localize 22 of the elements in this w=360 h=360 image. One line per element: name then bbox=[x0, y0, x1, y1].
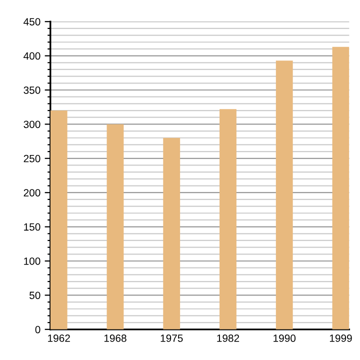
x-tick-label: 1975 bbox=[160, 334, 183, 342]
bar bbox=[106, 124, 124, 330]
bar bbox=[220, 109, 236, 330]
y-tick-label: 200 bbox=[24, 189, 40, 196]
bar bbox=[276, 60, 293, 330]
x-tick-label: 1999 bbox=[330, 334, 352, 342]
y-tick-label: 400 bbox=[24, 52, 40, 60]
x-tick-label: 1990 bbox=[274, 334, 296, 342]
y-tick-label: 300 bbox=[24, 120, 40, 128]
bar bbox=[163, 138, 180, 330]
y-tick-label: 100 bbox=[24, 258, 40, 265]
y-tick-label: 50 bbox=[30, 292, 40, 300]
bar bbox=[50, 110, 68, 330]
x-tick-label: 1968 bbox=[104, 334, 126, 342]
x-tick-label: 1982 bbox=[217, 334, 240, 342]
y-tick-label: 250 bbox=[24, 154, 40, 162]
bar bbox=[332, 46, 350, 330]
y-tick-label: 0 bbox=[35, 326, 40, 334]
y-tick-label: 350 bbox=[24, 86, 40, 94]
x-tick-label: 1962 bbox=[48, 334, 70, 342]
y-tick-label: 450 bbox=[24, 18, 40, 26]
y-tick-label: 150 bbox=[24, 223, 40, 231]
